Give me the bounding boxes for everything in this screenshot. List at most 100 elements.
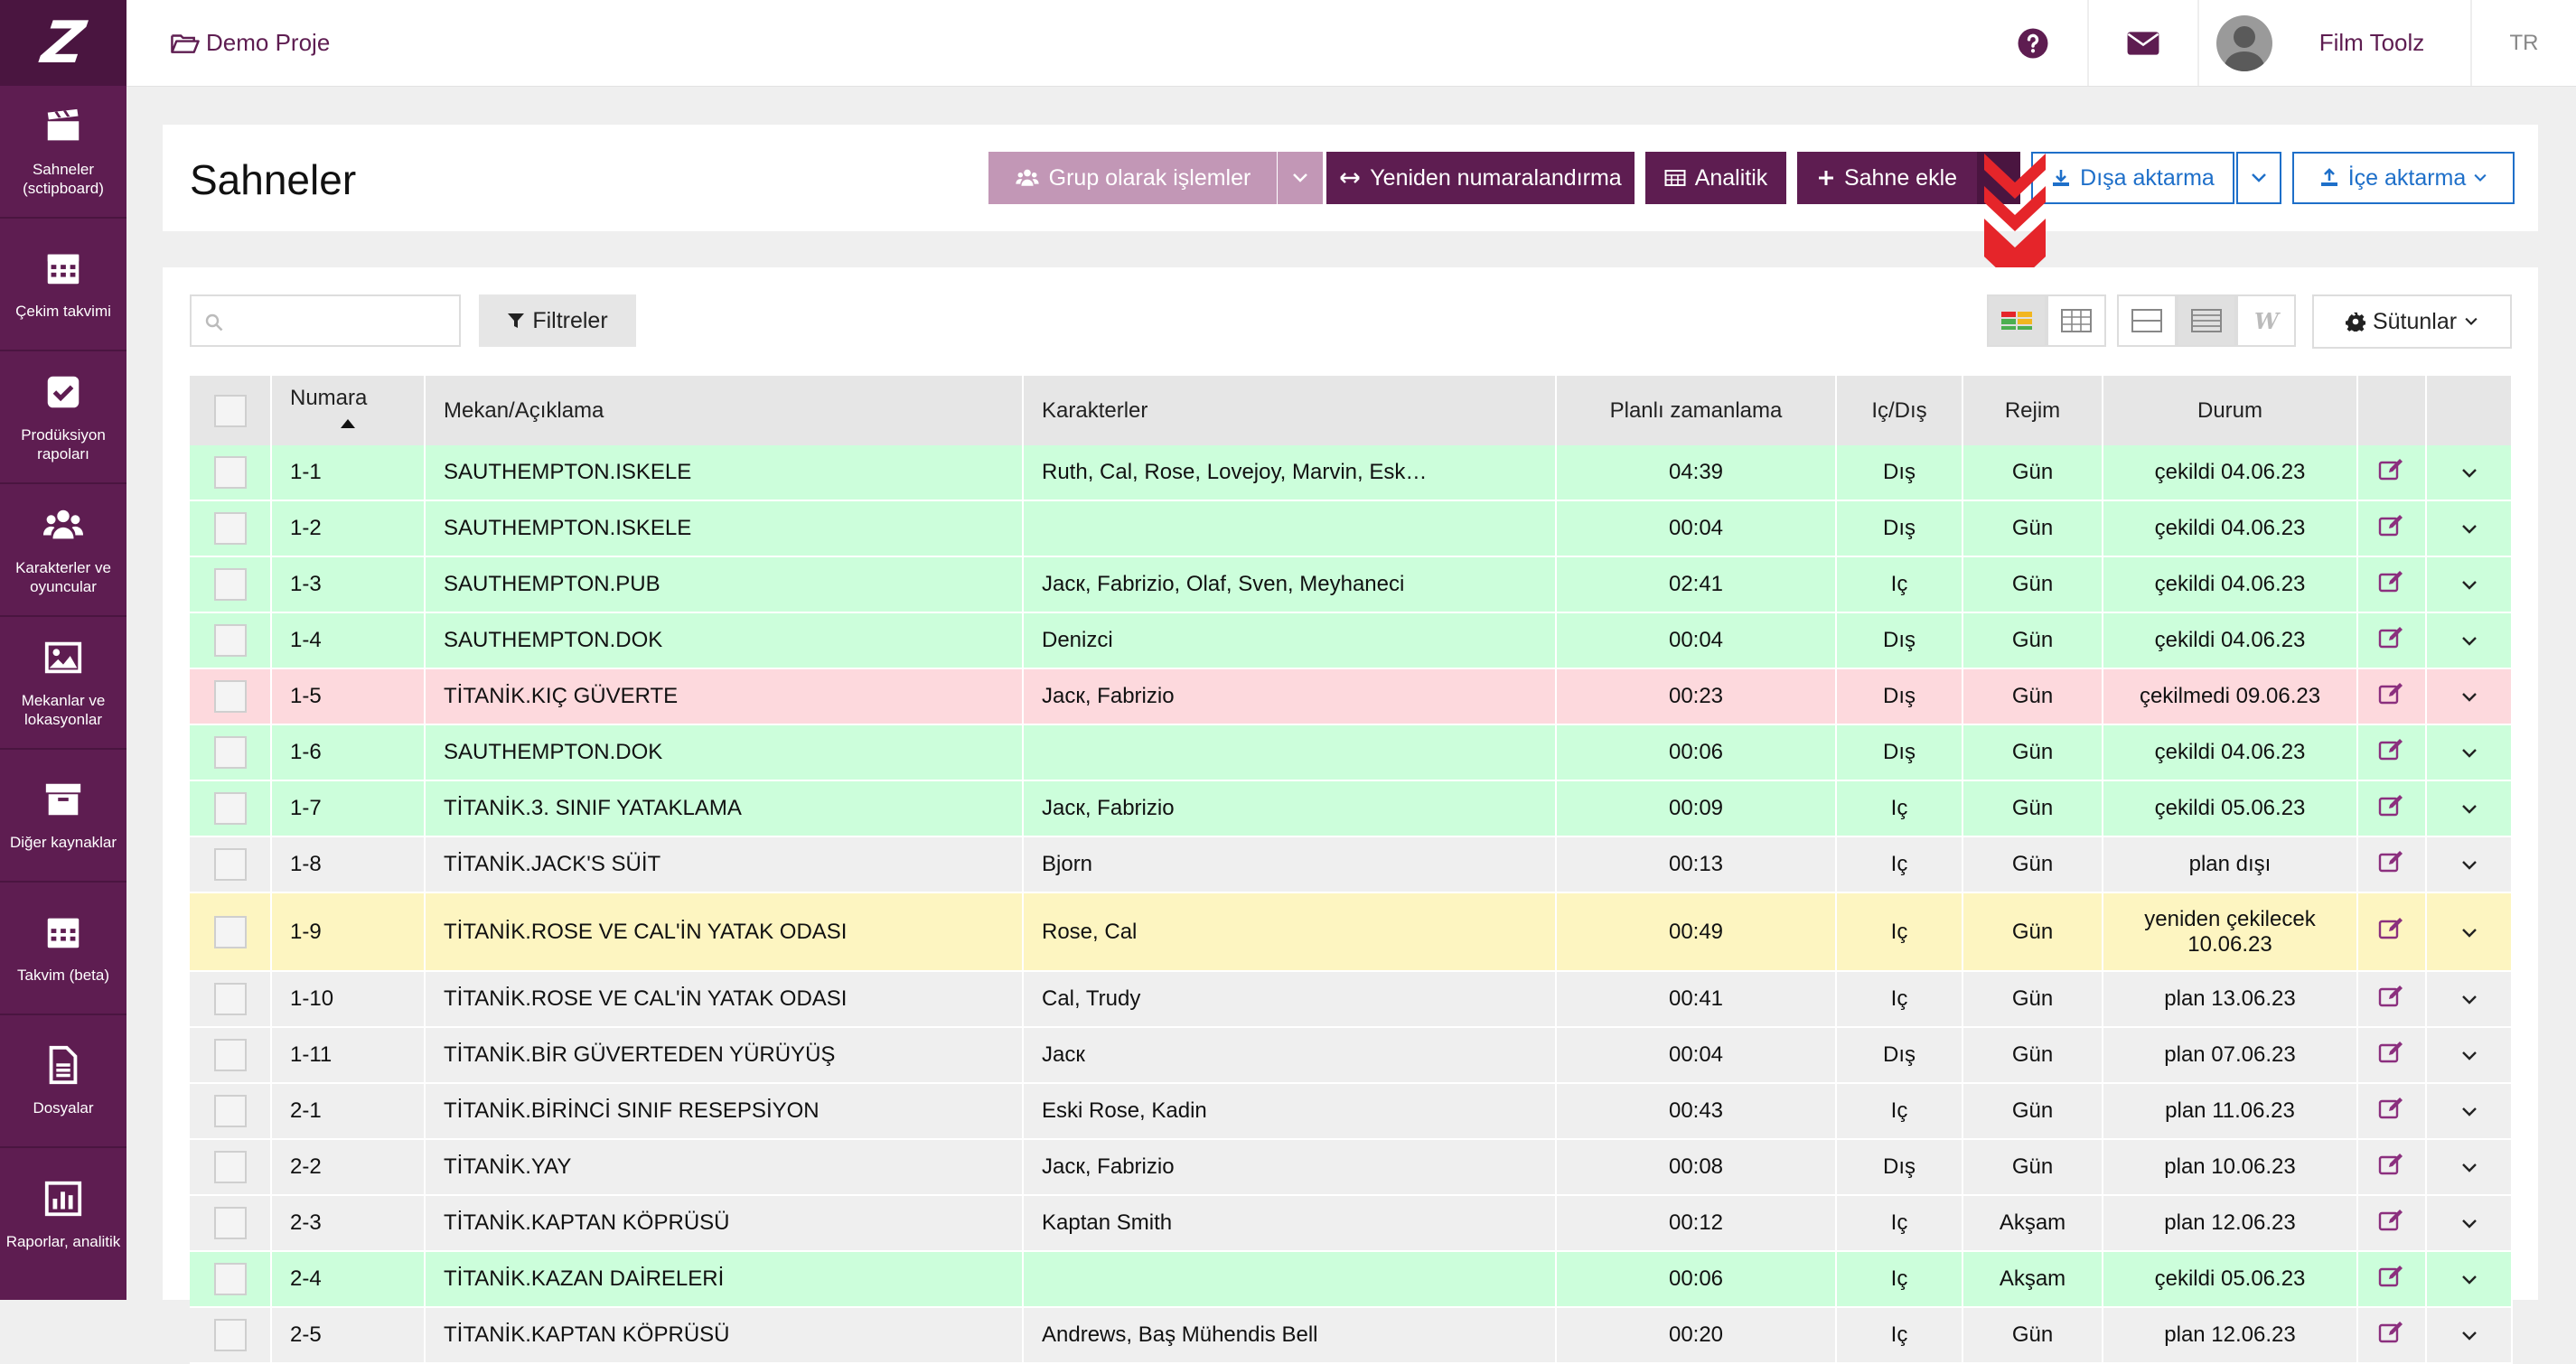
table-row[interactable]: 1-2 SAUTHEMPTON.ISKELE 00:04 Dış Gün çekildi … <box>190 500 2513 557</box>
edit-button[interactable] <box>2357 1083 2427 1140</box>
sidebar-item-calendar-beta[interactable]: Takvim (beta) <box>0 883 126 1015</box>
column-header-int-ext[interactable]: Iç/Dış <box>1836 376 1963 445</box>
row-checkbox[interactable] <box>213 624 247 657</box>
row-checkbox[interactable] <box>213 568 247 601</box>
table-row[interactable]: 2-5 TİTANİK.KAPTAN KÖPRÜSÜ Andrews, Baş Mü… <box>190 1307 2513 1364</box>
table-row[interactable]: 1-5 TİTANİK.KIÇ GÜVERTE Jacк, Fabrizio 00:2… <box>190 668 2513 725</box>
expand-row-button[interactable] <box>2426 500 2513 557</box>
renumber-button[interactable]: Yeniden numaralandırma <box>1326 152 1635 204</box>
sidebar-item-files[interactable]: Dosyalar <box>0 1015 126 1148</box>
row-checkbox[interactable] <box>213 512 247 545</box>
sidebar-item-locations[interactable]: Mekanlar ve lokasyonlar <box>0 617 126 750</box>
edit-button[interactable] <box>2357 612 2427 669</box>
search-input[interactable] <box>235 305 446 338</box>
row-checkbox[interactable] <box>213 680 247 713</box>
row-select-cell[interactable] <box>190 556 272 613</box>
row-select-cell[interactable] <box>190 668 272 725</box>
edit-button[interactable] <box>2357 780 2427 837</box>
edit-button[interactable] <box>2357 445 2427 501</box>
row-checkbox[interactable] <box>213 1263 247 1295</box>
project-link[interactable]: Demo Proje <box>170 29 330 57</box>
edit-button[interactable] <box>2357 1251 2427 1308</box>
edit-button[interactable] <box>2357 1195 2427 1252</box>
table-row[interactable]: 2-3 TİTANİK.KAPTAN KÖPRÜSÜ Kaptan Smith 00:… <box>190 1195 2513 1252</box>
plain-table-toggle[interactable] <box>2047 294 2106 347</box>
table-row[interactable]: 1-11 TİTANİK.BİR GÜVERTEDEN YÜRÜYÜŞ Jacк 00… <box>190 1027 2513 1084</box>
row-checkbox[interactable] <box>213 1151 247 1183</box>
table-row[interactable]: 2-1 TİTANİK.BİRİNCİ SINIF RESEPSİYON Eski … <box>190 1083 2513 1140</box>
row-select-cell[interactable] <box>190 1251 272 1308</box>
sidebar-item-shooting-schedule[interactable]: Çekim takvimi <box>0 219 126 351</box>
column-header-location[interactable]: Mekan/Açıklama <box>425 376 1024 445</box>
export-dropdown[interactable] <box>2236 152 2281 204</box>
messages-button[interactable] <box>2087 0 2197 86</box>
edit-button[interactable] <box>2357 724 2427 781</box>
expand-row-button[interactable] <box>2426 1083 2513 1140</box>
row-checkbox[interactable] <box>213 456 247 489</box>
edit-button[interactable] <box>2357 1307 2427 1364</box>
row-checkbox[interactable] <box>213 1207 247 1239</box>
table-row[interactable]: 1-8 TİTANİK.JACK'S SÜİT Bjorn 00:13 Iç Gün pla… <box>190 836 2513 893</box>
edit-button[interactable] <box>2357 1139 2427 1196</box>
expand-row-button[interactable] <box>2426 892 2513 972</box>
select-all-checkbox[interactable] <box>213 394 247 427</box>
search-field[interactable] <box>190 294 461 347</box>
expand-row-button[interactable] <box>2426 724 2513 781</box>
row-checkbox[interactable] <box>213 848 247 881</box>
sidebar-item-scenes[interactable]: Sahneler (sctipboard) <box>0 86 126 219</box>
expand-row-button[interactable] <box>2426 668 2513 725</box>
sidebar-item-other-resources[interactable]: Diğer kaynaklar <box>0 750 126 883</box>
group-operations-button[interactable]: Grup olarak işlemler <box>988 152 1277 204</box>
columns-button[interactable]: Sütunlar <box>2312 294 2512 349</box>
edit-button[interactable] <box>2357 500 2427 557</box>
edit-button[interactable] <box>2357 892 2427 972</box>
table-row[interactable]: 2-2 TİTANİK.YAY Jacк, Fabrizio 00:08 Dış Gün p… <box>190 1139 2513 1196</box>
expand-row-button[interactable] <box>2426 1307 2513 1364</box>
user-menu[interactable]: Film Toolz <box>2197 0 2470 86</box>
sidebar-item-characters[interactable]: Karakterler ve oyuncular <box>0 484 126 617</box>
table-row[interactable]: 2-4 TİTANİK.KAZAN DAİRELERİ 00:06 Iç Akşam çe… <box>190 1251 2513 1308</box>
table-row[interactable]: 1-9 TİTANİK.ROSE VE CAL'İN YATAK ODASI Ros… <box>190 892 2513 972</box>
table-row[interactable]: 1-1 SAUTHEMPTON.ISKELE Ruth, Cal, Rose, Lo… <box>190 445 2513 501</box>
edit-button[interactable] <box>2357 836 2427 893</box>
row-checkbox[interactable] <box>213 1319 247 1351</box>
expand-row-button[interactable] <box>2426 836 2513 893</box>
word-wrap-toggle[interactable]: W <box>2236 294 2296 347</box>
import-button[interactable]: İçe aktarma <box>2292 152 2515 204</box>
expand-row-button[interactable] <box>2426 556 2513 613</box>
expand-row-button[interactable] <box>2426 1251 2513 1308</box>
row-checkbox[interactable] <box>213 736 247 769</box>
edit-button[interactable] <box>2357 668 2427 725</box>
row-select-cell[interactable] <box>190 1139 272 1196</box>
row-checkbox[interactable] <box>213 1095 247 1127</box>
row-checkbox[interactable] <box>213 792 247 825</box>
row-select-cell[interactable] <box>190 836 272 893</box>
export-button[interactable]: Dışa aktarma <box>2031 152 2234 204</box>
expand-row-button[interactable] <box>2426 1027 2513 1084</box>
edit-button[interactable] <box>2357 1027 2427 1084</box>
table-row[interactable]: 1-6 SAUTHEMPTON.DOK 00:06 Dış Gün çekildi 04.… <box>190 724 2513 781</box>
row-height-large-toggle[interactable] <box>2117 294 2177 347</box>
expand-row-button[interactable] <box>2426 445 2513 501</box>
filters-button[interactable]: Filtreler <box>479 294 636 347</box>
app-logo[interactable]: Z <box>0 0 126 86</box>
row-select-cell[interactable] <box>190 780 272 837</box>
column-header-mode[interactable]: Rejim <box>1962 376 2103 445</box>
row-select-cell[interactable] <box>190 1195 272 1252</box>
row-select-cell[interactable] <box>190 892 272 972</box>
row-checkbox[interactable] <box>213 915 247 948</box>
color-rows-toggle[interactable] <box>1987 294 2047 347</box>
row-select-cell[interactable] <box>190 445 272 501</box>
sidebar-item-reports[interactable]: Raporlar, analitik <box>0 1148 126 1281</box>
row-checkbox[interactable] <box>213 983 247 1015</box>
expand-row-button[interactable] <box>2426 1195 2513 1252</box>
table-row[interactable]: 1-10 TİTANİK.ROSE VE CAL'İN YATAK ODASI Ca… <box>190 971 2513 1028</box>
row-select-cell[interactable] <box>190 612 272 669</box>
expand-row-button[interactable] <box>2426 780 2513 837</box>
row-checkbox[interactable] <box>213 1039 247 1071</box>
edit-button[interactable] <box>2357 556 2427 613</box>
row-select-cell[interactable] <box>190 971 272 1028</box>
sidebar-item-production-reports[interactable]: Prodüksiyon rapoları <box>0 351 126 484</box>
row-select-cell[interactable] <box>190 1027 272 1084</box>
expand-row-button[interactable] <box>2426 1139 2513 1196</box>
